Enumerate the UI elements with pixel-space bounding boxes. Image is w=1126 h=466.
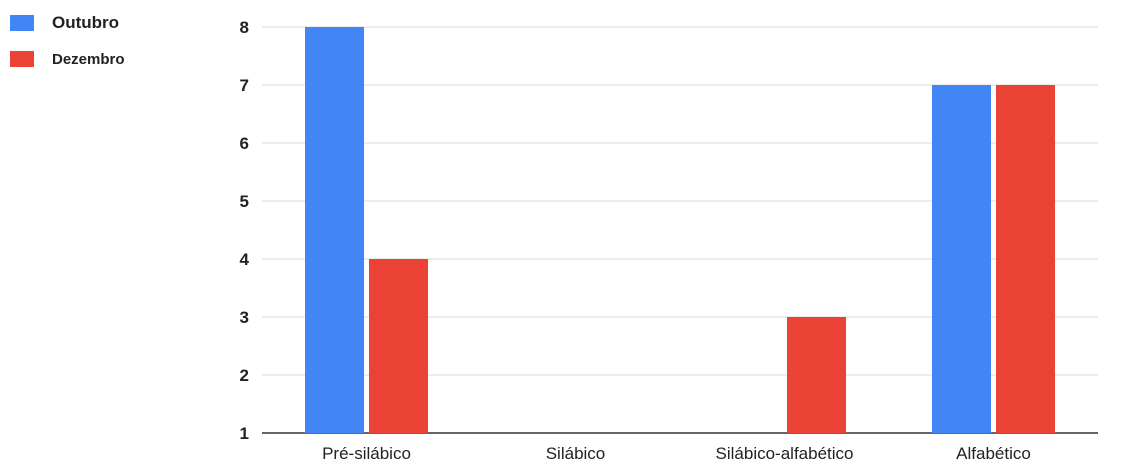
y-tick-label: 2 — [240, 366, 249, 385]
x-axis-ticks: Pré-silábico Silábico Silábico-alfabético A… — [322, 444, 1031, 463]
y-tick-label: 4 — [240, 250, 250, 269]
bar-dezembro — [369, 259, 428, 433]
legend: Outubro Dezembro — [10, 13, 125, 68]
bar-outubro — [305, 27, 364, 433]
bar-outubro — [932, 85, 991, 433]
x-tick-label: Silábico — [546, 444, 606, 461]
y-tick-label: 7 — [240, 76, 249, 95]
y-tick-label: 3 — [240, 308, 249, 327]
bar-dezembro — [787, 317, 846, 433]
x-tick-label: Pré-silábico — [322, 444, 411, 461]
y-tick-label: 5 — [240, 192, 249, 211]
legend-swatch — [10, 15, 34, 31]
legend-swatch — [10, 51, 34, 67]
legend-label: Dezembro — [52, 51, 125, 68]
x-tick-label: Alfabético — [956, 444, 1031, 461]
legend-label: Outubro — [52, 13, 119, 32]
y-tick-label: 6 — [240, 134, 249, 153]
y-tick-label: 8 — [240, 18, 249, 37]
y-axis-ticks: 1 2 3 4 5 6 7 8 — [240, 18, 250, 443]
y-tick-label: 1 — [240, 424, 249, 443]
bar-dezembro — [996, 85, 1055, 433]
bars-layer — [305, 27, 1055, 433]
x-tick-label: Silábico-alfabético — [716, 444, 854, 461]
